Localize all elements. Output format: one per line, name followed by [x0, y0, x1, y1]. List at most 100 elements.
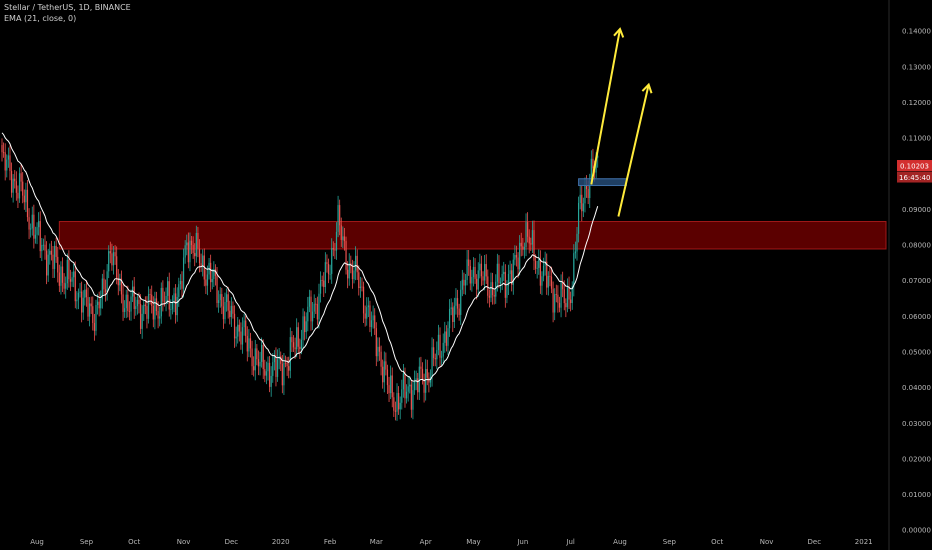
target-arrow-2[interactable]	[617, 84, 650, 217]
candle-body	[190, 240, 193, 246]
candle-body	[65, 283, 67, 289]
candle-body	[12, 178, 14, 193]
candle-body	[202, 255, 204, 267]
resistance-zone-layer	[58, 221, 887, 250]
candle-body	[154, 298, 156, 320]
ema-line[interactable]	[1, 132, 599, 383]
candle-body	[331, 247, 333, 274]
last-price-value: 0.10203	[900, 163, 929, 171]
candle-body	[55, 245, 57, 257]
candle-body	[555, 294, 557, 296]
candle-body	[240, 331, 242, 345]
candle-body	[6, 159, 8, 171]
candle-body	[251, 348, 253, 367]
candle-body	[152, 306, 154, 320]
candle-body	[417, 378, 419, 393]
candle-body	[568, 286, 570, 300]
candle-body	[522, 246, 524, 250]
candle-body	[326, 262, 328, 264]
candle-body	[361, 286, 363, 288]
candle-body	[49, 250, 51, 255]
candle-body	[587, 188, 589, 199]
candle-body	[261, 345, 263, 362]
candle-body	[323, 280, 325, 288]
candle-body	[225, 294, 228, 303]
candle-body	[460, 289, 462, 315]
candle-body	[425, 368, 427, 393]
ema-indicator-label[interactable]: EMA (21, close, 0)	[4, 14, 77, 23]
candle-body	[182, 257, 185, 289]
candle-body	[463, 279, 465, 286]
candle-body	[378, 346, 381, 352]
candle-body	[257, 359, 260, 367]
candle-body	[296, 327, 298, 350]
candle-body	[149, 294, 151, 295]
breakout-box[interactable]	[578, 178, 627, 187]
candle-body	[162, 287, 164, 302]
candle-body	[100, 298, 102, 309]
candle-body	[409, 384, 411, 387]
candle-body	[233, 313, 236, 339]
resistance-zone[interactable]	[58, 221, 887, 250]
candle-body	[117, 277, 119, 286]
candle-body	[237, 324, 239, 337]
candle-body	[210, 262, 212, 283]
candle-body	[165, 295, 167, 302]
candle-body	[464, 280, 467, 286]
candle-body	[89, 303, 91, 317]
symbol-title[interactable]: Stellar / TetherUS, 1D, BINANCE	[4, 3, 131, 12]
candle-body	[538, 259, 540, 268]
candle-body	[187, 242, 189, 263]
candle-body	[245, 320, 247, 336]
candle-body	[214, 269, 217, 276]
time-axis: Aug Sep Oct Nov Dec 2020 Feb Mar Apr May Jun Jul Aug…	[30, 538, 872, 546]
time-tick-label: Apr	[420, 538, 432, 546]
candle-body	[160, 287, 162, 317]
candle-body	[176, 296, 178, 316]
candle-body	[597, 155, 599, 158]
candle-body	[305, 321, 307, 333]
candle-body	[90, 303, 92, 307]
countdown-value: 16:45:40	[899, 174, 930, 182]
candle-body	[506, 285, 508, 298]
candle-body	[550, 276, 553, 289]
candle-body	[515, 254, 518, 258]
candle-body	[461, 279, 463, 290]
candle-body	[167, 281, 169, 296]
candle-body	[536, 267, 538, 269]
target-arrow-1[interactable]	[590, 28, 621, 185]
candle-body	[552, 288, 554, 313]
candle-body	[466, 259, 468, 281]
candle-body	[434, 358, 436, 360]
candle-body	[221, 294, 223, 307]
chart-legend: Stellar / TetherUS, 1D, BINANCE EMA (21,…	[4, 2, 131, 24]
candle-body	[512, 259, 514, 285]
candle-body	[101, 278, 103, 299]
candle-body	[358, 272, 360, 289]
candle-body	[458, 308, 460, 315]
candle-body	[380, 351, 382, 367]
candle-body	[213, 269, 215, 280]
candle-body	[141, 313, 143, 329]
candle-body	[342, 236, 344, 240]
candle-body	[276, 359, 279, 377]
candle-body	[157, 311, 159, 319]
candle-body	[206, 274, 209, 286]
candle-body	[337, 205, 339, 232]
candle-body	[311, 311, 314, 322]
candle-body	[531, 230, 533, 245]
candle-body	[294, 347, 296, 350]
candle-body	[484, 264, 486, 281]
candle-body	[15, 181, 17, 193]
candle-body	[147, 294, 150, 319]
candle-body	[34, 234, 37, 239]
candle-body	[576, 233, 578, 252]
candle-body	[348, 263, 350, 279]
candle-body	[18, 173, 21, 199]
candle-body	[205, 279, 207, 286]
candle-body	[61, 266, 64, 283]
candle-body	[200, 263, 202, 267]
price-tick-label: 0.03000	[902, 420, 931, 428]
candle-body	[119, 278, 121, 286]
